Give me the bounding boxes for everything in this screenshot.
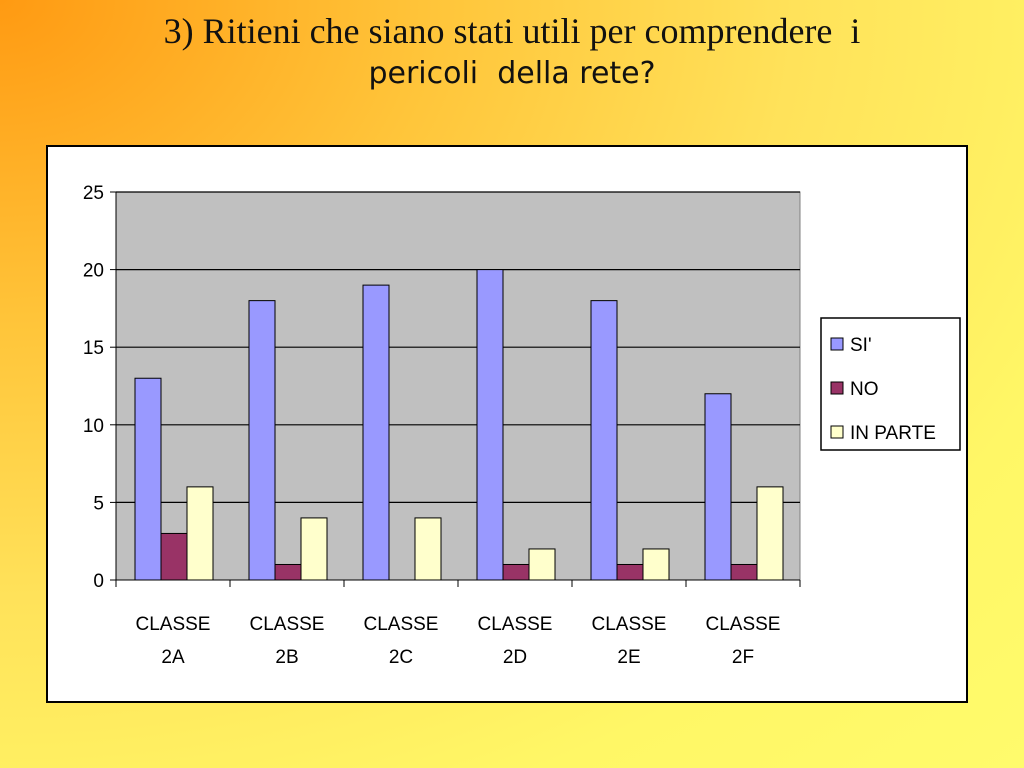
x-category-label: CLASSE (706, 614, 781, 635)
y-tick-label: 5 (93, 493, 104, 514)
legend-label: NO (850, 379, 879, 400)
x-category-label: CLASSE (592, 614, 667, 635)
bar (160, 532, 188, 581)
legend-swatch (830, 337, 844, 351)
legend-label: SI' (850, 335, 872, 356)
bar (362, 284, 390, 581)
bar (590, 300, 618, 581)
slide-title: 3) Ritieni che siano stati utili per com… (0, 8, 1024, 94)
bar (476, 269, 504, 581)
bar (414, 517, 442, 581)
legend-swatch (830, 381, 844, 395)
bar (642, 548, 670, 581)
title-line-1: 3) Ritieni che siano stati utili per com… (163, 11, 861, 51)
bar (248, 300, 276, 581)
x-category-label: 2C (389, 647, 413, 668)
x-category-label: CLASSE (364, 614, 439, 635)
bar (528, 548, 556, 581)
plot-area (115, 191, 801, 581)
x-category-label: CLASSE (250, 614, 325, 635)
bar (274, 563, 302, 581)
x-category-label: 2F (732, 647, 754, 668)
title-line-2: pericoli della rete? (368, 56, 656, 91)
legend-swatch (830, 425, 844, 439)
x-category-label: 2A (161, 647, 185, 668)
bar (186, 486, 214, 581)
y-tick-label: 15 (83, 338, 104, 359)
legend (820, 317, 961, 451)
x-category-label: CLASSE (478, 614, 553, 635)
x-category-label: CLASSE (136, 614, 211, 635)
bar (704, 393, 732, 581)
y-tick-label: 10 (83, 416, 104, 437)
bar (616, 563, 644, 581)
bar (730, 563, 758, 581)
x-category-label: 2B (275, 647, 298, 668)
bar (502, 563, 530, 581)
y-tick-label: 0 (93, 571, 104, 592)
legend-label: IN PARTE (850, 423, 936, 444)
bar (134, 377, 162, 581)
bar (300, 517, 328, 581)
x-category-label: 2D (503, 647, 527, 668)
x-category-label: 2E (617, 647, 640, 668)
bar (756, 486, 784, 581)
y-tick-label: 25 (83, 183, 104, 204)
y-tick-label: 20 (83, 261, 104, 282)
